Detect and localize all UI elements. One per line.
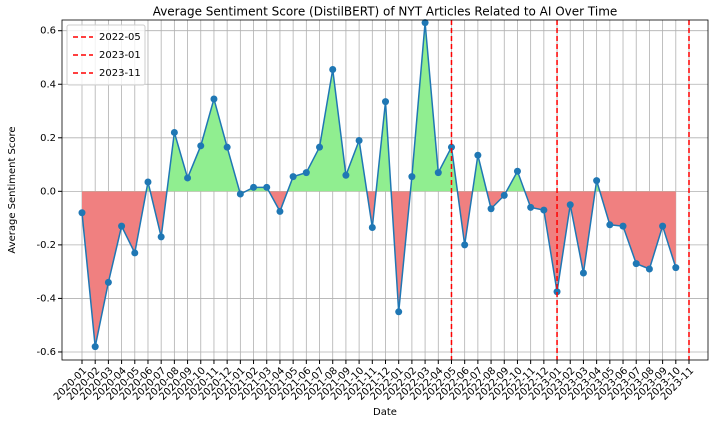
marker bbox=[91, 343, 99, 351]
marker bbox=[144, 178, 152, 186]
legend-label: 2023-11 bbox=[99, 68, 141, 79]
marker bbox=[316, 143, 324, 151]
marker bbox=[461, 241, 469, 249]
marker bbox=[474, 151, 482, 159]
marker bbox=[184, 174, 192, 182]
y-tick-label: 0.2 bbox=[40, 133, 56, 144]
marker bbox=[645, 265, 653, 273]
marker bbox=[157, 233, 165, 241]
marker bbox=[408, 173, 416, 181]
marker bbox=[329, 66, 337, 74]
marker bbox=[210, 95, 218, 103]
line bbox=[81, 22, 677, 347]
marker bbox=[500, 191, 508, 199]
marker bbox=[579, 269, 587, 277]
y-tick-label: -0.2 bbox=[36, 240, 56, 251]
marker bbox=[447, 143, 455, 151]
marker bbox=[553, 288, 561, 296]
marker bbox=[355, 136, 363, 144]
y-tick-label: -0.6 bbox=[36, 347, 56, 358]
marker bbox=[382, 98, 389, 106]
marker bbox=[342, 171, 350, 179]
marker bbox=[170, 128, 178, 136]
y-axis-label: Average Sentiment Score bbox=[7, 126, 18, 253]
marker bbox=[276, 207, 284, 215]
chart-title: Average Sentiment Score (DistilBERT) of … bbox=[153, 5, 618, 19]
legend-label: 2022-05 bbox=[99, 32, 141, 43]
marker bbox=[487, 205, 495, 213]
marker bbox=[236, 190, 244, 198]
marker bbox=[527, 203, 535, 211]
marker bbox=[223, 143, 231, 151]
marker bbox=[104, 278, 112, 286]
marker bbox=[513, 167, 521, 175]
marker bbox=[289, 173, 297, 181]
marker bbox=[250, 183, 258, 191]
marker bbox=[540, 206, 548, 214]
marker bbox=[302, 169, 310, 177]
marker bbox=[619, 222, 627, 230]
marker bbox=[672, 264, 680, 272]
marker bbox=[78, 209, 86, 217]
plot-frame bbox=[61, 19, 709, 361]
marker bbox=[197, 142, 205, 150]
x-axis-label: Date bbox=[373, 407, 397, 418]
marker bbox=[606, 221, 614, 229]
marker bbox=[434, 169, 442, 177]
marker bbox=[118, 222, 126, 230]
marker bbox=[421, 19, 429, 27]
marker bbox=[659, 222, 667, 230]
marker bbox=[632, 260, 640, 268]
marker bbox=[131, 249, 139, 257]
y-tick-label: 0.0 bbox=[40, 186, 56, 197]
y-tick-label: 0.4 bbox=[40, 79, 56, 90]
y-tick-label: 0.6 bbox=[40, 26, 56, 37]
marker bbox=[566, 201, 574, 209]
legend-label: 2023-01 bbox=[99, 50, 141, 61]
legend-box bbox=[66, 24, 146, 86]
marker bbox=[395, 308, 403, 316]
marker bbox=[368, 223, 376, 231]
marker bbox=[263, 183, 271, 191]
y-tick-label: -0.4 bbox=[36, 293, 56, 304]
positive-area bbox=[146, 22, 600, 192]
marker bbox=[593, 177, 601, 185]
